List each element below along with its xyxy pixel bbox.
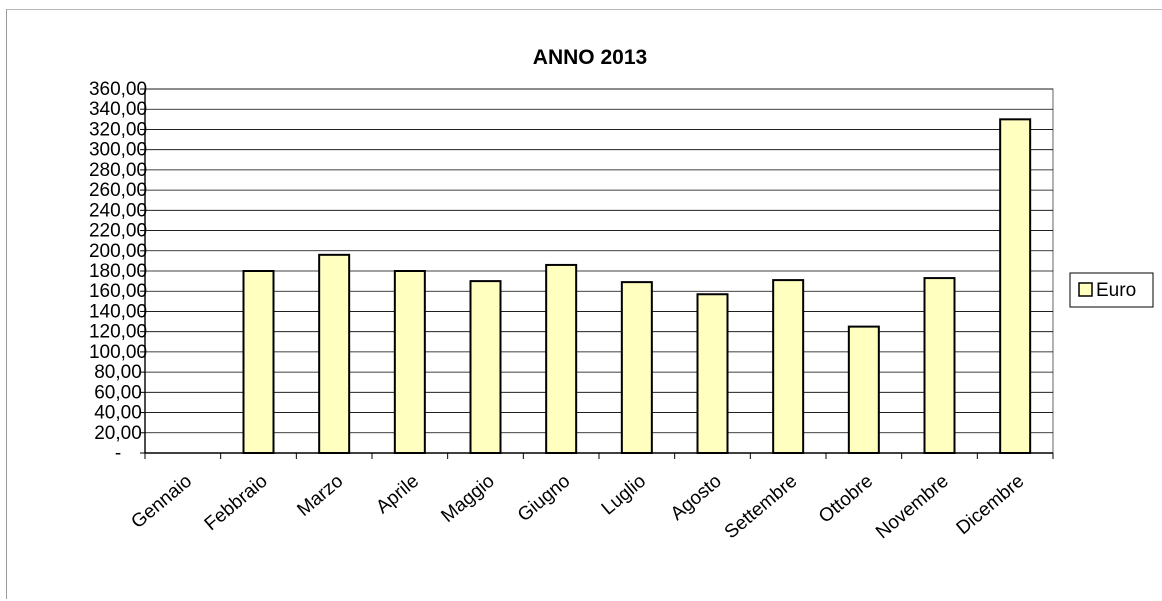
x-tick-label: Ottobre (815, 471, 877, 528)
bar-settembre (772, 279, 805, 454)
x-tick-label: Aprile (372, 471, 423, 518)
bar-febbraio (242, 270, 275, 454)
bar-aprile (393, 270, 426, 454)
legend-swatch (1078, 282, 1093, 297)
x-tick-label: Agosto (667, 471, 726, 525)
chart-frame (6, 9, 1162, 599)
y-tick-label: 120,00 (89, 322, 147, 343)
x-tick-label: Novembre (872, 471, 953, 543)
x-tick-label: Maggio (437, 471, 498, 527)
y-tick-label: 200,00 (89, 241, 147, 262)
y-tick-label: 280,00 (89, 160, 147, 181)
y-tick-label: 320,00 (89, 119, 147, 140)
y-tick-label: 220,00 (89, 221, 147, 242)
x-tick-label: Dicembre (953, 471, 1029, 539)
y-tick-label: 160,00 (89, 281, 147, 302)
x-tick-label: Marzo (293, 471, 347, 521)
bar-luglio (620, 281, 653, 454)
y-tick-label: 240,00 (89, 200, 147, 221)
bar-ottobre (847, 325, 880, 454)
y-tick-label: 80,00 (94, 362, 142, 383)
x-tick-label: Giugno (514, 471, 574, 526)
y-tick-label: 140,00 (89, 301, 147, 322)
x-tick-label: Gennaio (128, 471, 197, 533)
bar-dicembre (999, 118, 1032, 454)
x-tick-label: Luglio (598, 471, 650, 520)
y-tick-label: 180,00 (89, 261, 147, 282)
legend-label: Euro (1096, 280, 1136, 301)
y-tick-label: 40,00 (94, 403, 142, 424)
y-tick-label: 100,00 (89, 342, 147, 363)
y-tick-label: 20,00 (94, 423, 142, 444)
bar-maggio (469, 280, 502, 454)
plot-area: -20,0040,0060,0080,00100,00120,00140,001… (89, 79, 1054, 543)
y-tick-label: 60,00 (94, 382, 142, 403)
legend: Euro (1069, 272, 1154, 308)
y-tick-label: 300,00 (89, 140, 147, 161)
bar-marzo (318, 253, 351, 454)
bar-giugno (545, 263, 578, 454)
x-tick-label: Settembre (721, 471, 802, 543)
y-tick-label: 360,00 (89, 79, 147, 100)
bar-agosto (696, 293, 729, 454)
x-tick-label: Febbraio (201, 471, 272, 535)
y-tick-label: - (115, 443, 121, 464)
bar-novembre (923, 277, 956, 455)
chart-title: ANNO 2013 (533, 46, 647, 69)
y-tick-label: 260,00 (89, 180, 147, 201)
y-tick-label: 340,00 (89, 99, 147, 120)
